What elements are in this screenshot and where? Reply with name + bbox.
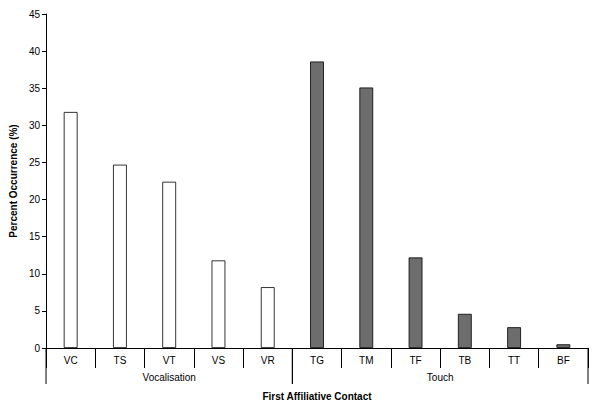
svg-text:Touch: Touch bbox=[427, 372, 454, 383]
svg-text:Vocalisation: Vocalisation bbox=[143, 372, 196, 383]
svg-text:5: 5 bbox=[34, 305, 40, 316]
svg-text:TG: TG bbox=[310, 355, 324, 366]
svg-text:VC: VC bbox=[64, 355, 78, 366]
svg-text:Percent Occurrence (%): Percent Occurrence (%) bbox=[8, 124, 19, 237]
svg-text:45: 45 bbox=[29, 9, 41, 20]
svg-text:TF: TF bbox=[409, 355, 421, 366]
svg-text:VT: VT bbox=[163, 355, 176, 366]
svg-text:TB: TB bbox=[458, 355, 471, 366]
svg-text:TS: TS bbox=[114, 355, 127, 366]
svg-text:20: 20 bbox=[29, 194, 41, 205]
svg-text:First Affiliative Contact: First Affiliative Contact bbox=[262, 391, 372, 402]
svg-text:35: 35 bbox=[29, 83, 41, 94]
svg-text:30: 30 bbox=[29, 120, 41, 131]
svg-text:VR: VR bbox=[261, 355, 275, 366]
svg-text:25: 25 bbox=[29, 157, 41, 168]
svg-text:10: 10 bbox=[29, 268, 41, 279]
svg-text:0: 0 bbox=[34, 343, 40, 354]
svg-text:BF: BF bbox=[557, 355, 570, 366]
svg-text:40: 40 bbox=[29, 46, 41, 57]
svg-text:TM: TM bbox=[359, 355, 373, 366]
svg-text:15: 15 bbox=[29, 231, 41, 242]
svg-text:VS: VS bbox=[212, 355, 226, 366]
svg-text:TT: TT bbox=[508, 355, 520, 366]
